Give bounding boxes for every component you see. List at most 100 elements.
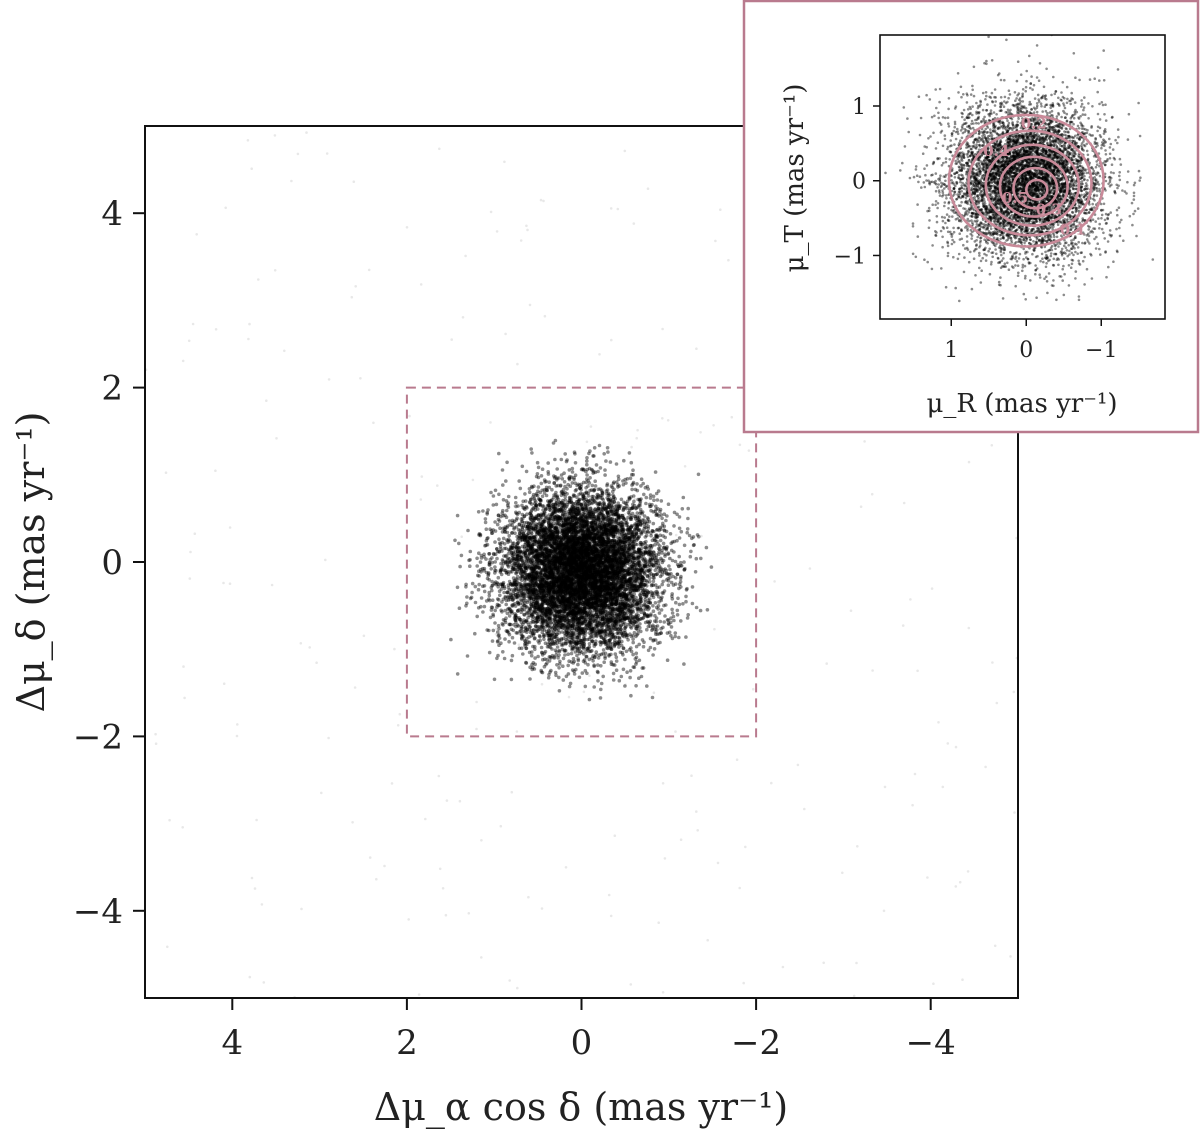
scatter-point xyxy=(550,582,554,586)
scatter-point xyxy=(668,567,672,572)
scatter-point xyxy=(605,553,610,558)
scatter-point xyxy=(825,662,828,665)
scatter-point xyxy=(569,540,573,544)
scatter-point xyxy=(561,542,566,546)
scatter-point xyxy=(551,625,556,629)
scatter-point xyxy=(270,583,274,587)
scatter-point xyxy=(614,549,618,554)
scatter-point xyxy=(592,573,597,577)
scatter-point xyxy=(598,696,603,700)
scatter-point xyxy=(594,633,599,637)
scatter-point xyxy=(166,945,169,949)
scatter-point xyxy=(588,559,593,564)
scatter-point xyxy=(551,609,555,613)
scatter-point xyxy=(603,547,608,552)
scatter-point xyxy=(577,549,582,553)
scatter-point xyxy=(634,595,638,600)
scatter-point xyxy=(677,564,681,569)
scatter-point xyxy=(592,663,596,667)
scatter-point xyxy=(803,807,806,811)
scatter-point xyxy=(571,569,575,574)
scatter-point xyxy=(570,582,574,586)
scatter-point xyxy=(547,480,551,485)
scatter-point xyxy=(506,505,511,510)
scatter-point xyxy=(690,601,695,606)
scatter-point xyxy=(483,517,488,521)
scatter-point xyxy=(510,635,515,640)
scatter-point xyxy=(587,563,592,567)
scatter-point xyxy=(465,595,469,599)
scatter-point xyxy=(668,556,672,561)
scatter-point xyxy=(597,502,601,507)
scatter-point xyxy=(396,724,400,727)
scatter-point xyxy=(563,452,567,456)
scatter-point xyxy=(567,560,571,564)
scatter-point xyxy=(624,683,627,686)
scatter-point xyxy=(637,553,641,558)
scatter-point xyxy=(588,544,593,549)
scatter-point xyxy=(623,579,628,584)
scatter-point xyxy=(1013,811,1016,814)
scatter-point xyxy=(550,606,555,610)
scatter-point xyxy=(500,610,504,614)
scatter-point xyxy=(351,821,354,824)
scatter-point xyxy=(610,338,613,342)
scatter-point xyxy=(536,572,541,576)
scatter-point xyxy=(614,668,619,672)
scatter-point xyxy=(490,588,494,593)
scatter-point xyxy=(536,605,541,610)
scatter-point xyxy=(487,593,492,598)
scatter-point xyxy=(479,556,484,560)
scatter-point xyxy=(553,604,558,609)
scatter-point xyxy=(557,558,561,563)
scatter-point xyxy=(677,554,681,559)
scatter-point xyxy=(467,912,471,915)
scatter-point xyxy=(683,465,687,468)
scatter-point xyxy=(470,590,474,595)
scatter-point xyxy=(966,870,970,873)
scatter-point xyxy=(635,436,638,440)
scatter-point xyxy=(680,507,685,511)
scatter-point xyxy=(536,489,540,494)
scatter-point xyxy=(526,228,529,232)
scatter-point xyxy=(552,562,557,566)
scatter-point xyxy=(932,982,935,985)
scatter-point xyxy=(587,524,592,529)
scatter-point xyxy=(696,829,699,832)
scatter-point xyxy=(248,322,251,326)
scatter-point xyxy=(593,641,598,646)
scatter-point xyxy=(187,339,191,343)
scatter-point xyxy=(475,700,478,704)
scatter-point xyxy=(581,480,586,485)
scatter-point xyxy=(621,583,626,587)
scatter-point xyxy=(624,554,629,559)
scatter-point xyxy=(661,541,666,546)
scatter-point xyxy=(560,505,564,510)
scatter-point xyxy=(450,338,454,341)
scatter-point xyxy=(535,599,540,603)
scatter-point xyxy=(445,799,449,802)
scatter-point xyxy=(493,529,498,533)
scatter-point xyxy=(689,549,693,554)
scatter-point xyxy=(566,652,570,656)
scatter-point xyxy=(493,520,497,524)
scatter-point xyxy=(582,563,587,568)
scatter-point xyxy=(228,582,232,585)
scatter-point xyxy=(796,763,800,767)
scatter-point xyxy=(372,421,375,425)
scatter-point xyxy=(189,550,192,554)
scatter-point xyxy=(609,583,613,587)
scatter-point xyxy=(602,629,606,634)
scatter-point xyxy=(509,627,514,632)
scatter-point xyxy=(593,629,598,634)
scatter-point xyxy=(954,745,958,749)
scatter-point xyxy=(537,531,541,535)
scatter-point xyxy=(901,624,905,627)
scatter-point xyxy=(246,139,250,142)
scatter-point xyxy=(493,608,498,613)
scatter-point xyxy=(458,799,462,803)
scatter-point xyxy=(499,824,503,828)
scatter-point xyxy=(527,572,531,577)
scatter-point xyxy=(627,618,632,622)
